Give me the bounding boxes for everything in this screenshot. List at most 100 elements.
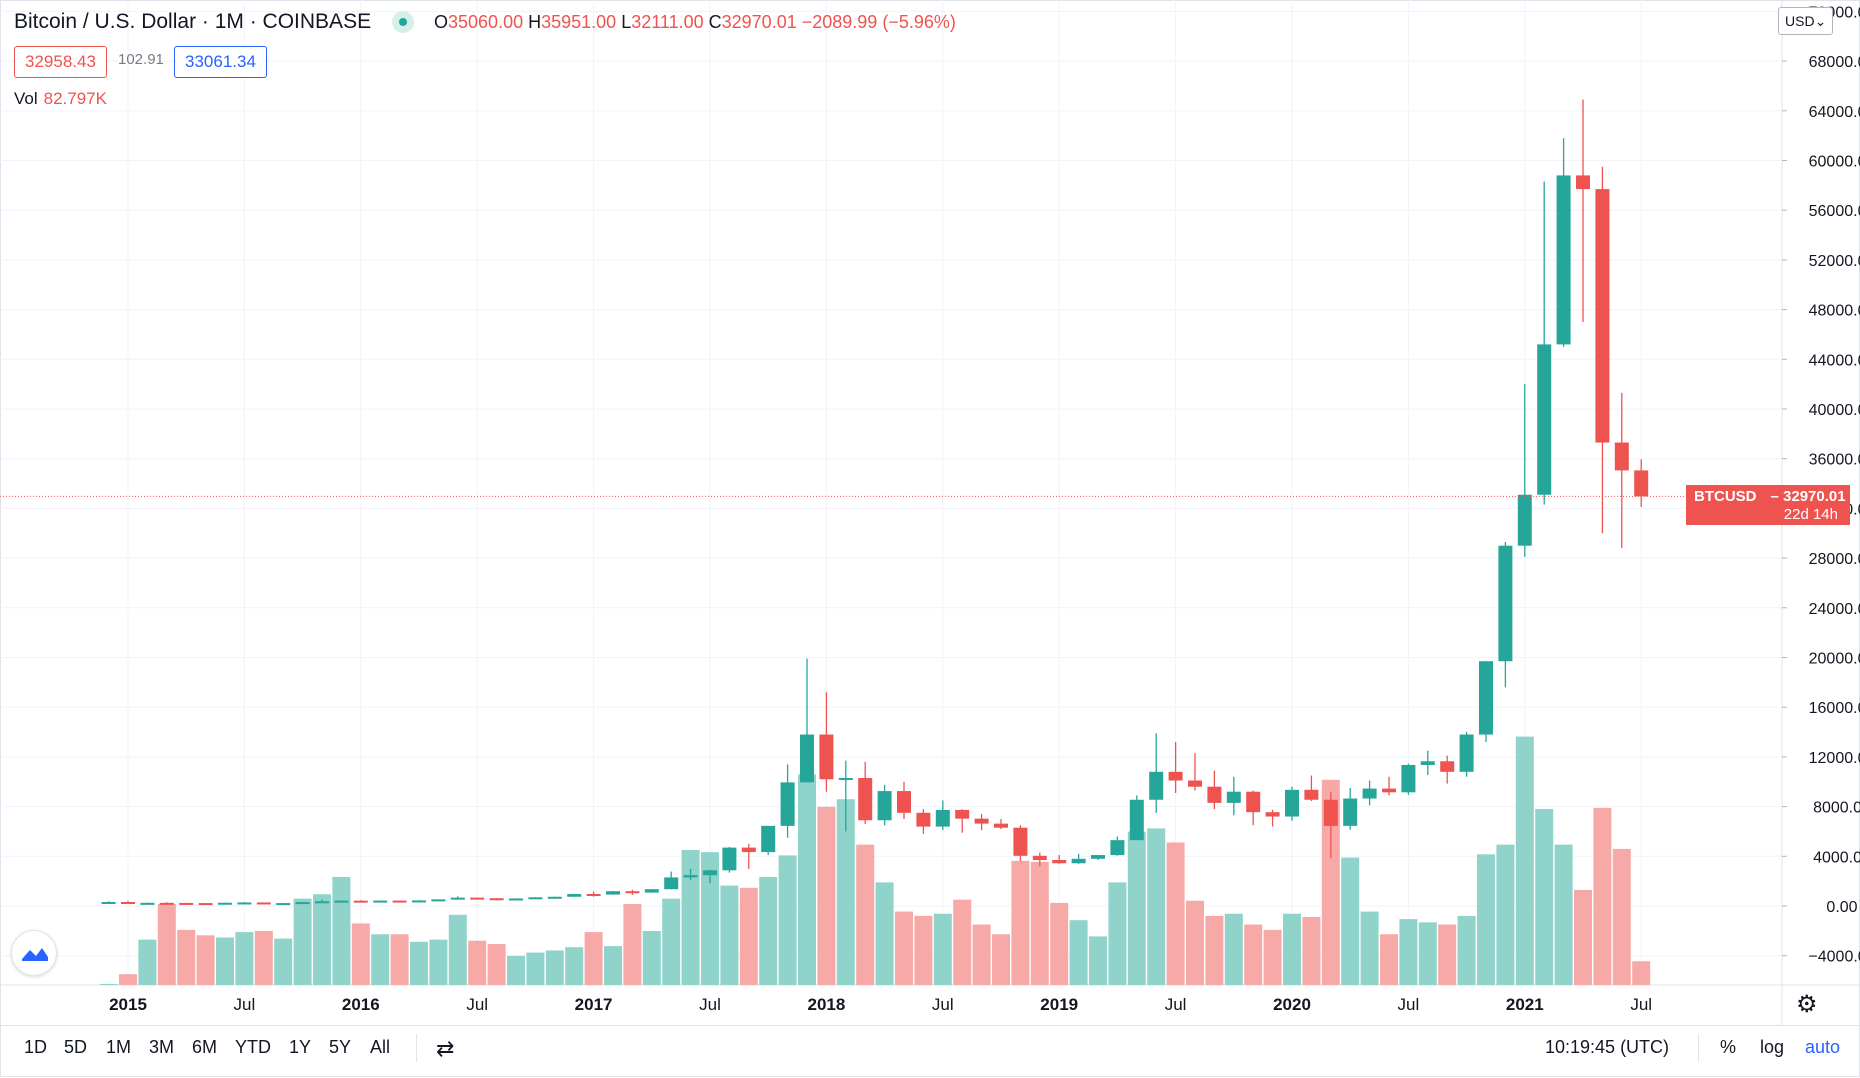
candle-body <box>256 902 271 905</box>
volume-bar <box>1360 911 1379 985</box>
buy-button[interactable]: 33061.34 <box>174 46 267 78</box>
volume-bar <box>545 950 564 985</box>
toolbar-divider <box>416 1034 417 1062</box>
auto-scale-toggle[interactable]: auto <box>1805 1037 1841 1057</box>
y-tick-label: 56000.00 <box>1809 203 1860 220</box>
range-3m-button[interactable]: 3M <box>149 1037 175 1057</box>
candle-body <box>353 900 368 903</box>
candle-body <box>1323 799 1338 826</box>
open-value: 35060.00 <box>448 12 524 32</box>
gear-icon[interactable]: ⚙ <box>1796 991 1818 1018</box>
range-1m-button[interactable]: 1M <box>106 1037 132 1057</box>
range-ytd-button[interactable]: YTD <box>235 1037 271 1057</box>
utc-clock[interactable]: 10:19:45 (UTC) <box>1545 1037 1670 1057</box>
candle-body <box>218 902 232 905</box>
volume-bar <box>604 946 622 985</box>
candle-body <box>1110 840 1125 856</box>
candle-body <box>1168 771 1183 781</box>
volume-bar <box>759 877 778 985</box>
volume-bar <box>138 939 157 985</box>
volume-bar <box>1554 844 1573 985</box>
volume-bar <box>642 931 661 985</box>
market-status-icon[interactable] <box>392 11 414 33</box>
percent-scale-toggle[interactable]: % <box>1720 1037 1737 1057</box>
volume-legend[interactable]: Vol 82.797K <box>14 89 107 109</box>
candle-body <box>1614 442 1629 471</box>
volume-bar <box>972 924 991 985</box>
volume-bar <box>1302 916 1321 985</box>
candle-body <box>780 782 795 826</box>
log-scale-toggle[interactable]: log <box>1760 1037 1785 1057</box>
candle-body <box>1265 812 1280 817</box>
candle-body <box>877 791 892 821</box>
candle-body <box>1149 771 1164 800</box>
compare-icon[interactable]: ⇄ <box>436 1036 455 1061</box>
bottom-toolbar <box>0 1025 1860 1078</box>
candle-body <box>606 891 620 895</box>
spread-value: 102.91 <box>118 51 164 68</box>
currency-label: USD <box>1785 13 1815 29</box>
volume-bar <box>410 941 428 985</box>
volume-bar <box>953 899 972 985</box>
symbol-title[interactable]: Bitcoin / U.S. Dollar · 1M · COINBASE <box>14 10 372 33</box>
x-tick-label: 2015 <box>109 995 147 1014</box>
candle-body <box>1188 780 1202 787</box>
volume-bar <box>778 855 797 985</box>
candle-body <box>761 825 776 853</box>
volume-bar <box>332 877 351 985</box>
range-5y-button[interactable]: 5Y <box>329 1037 352 1057</box>
currency-select[interactable]: USD⌄ <box>1778 7 1834 35</box>
candle-body <box>722 847 737 871</box>
volume-bar <box>216 937 234 985</box>
tradingview-logo-icon[interactable] <box>11 930 57 976</box>
candle-body <box>1459 734 1474 772</box>
candle-body <box>994 823 1008 828</box>
volume-bar <box>1283 913 1301 985</box>
candle-body <box>547 896 562 899</box>
range-1y-button[interactable]: 1Y <box>289 1037 312 1057</box>
volume-bar <box>157 904 176 985</box>
sell-button[interactable]: 32958.43 <box>14 46 107 78</box>
y-tick-label: 0.00 <box>1826 899 1857 916</box>
range-1d-button[interactable]: 1D <box>24 1037 48 1057</box>
candle-body <box>1052 860 1067 864</box>
x-tick-label: Jul <box>1630 995 1652 1014</box>
volume-bar <box>468 940 487 985</box>
x-tick-label: Jul <box>1398 995 1420 1014</box>
toolbar-divider <box>1698 1034 1699 1062</box>
time-axis: 2015 Jul 2016 Jul 2017 Jul 2018 Jul 2019 Jul 2020 J… <box>109 995 1652 1014</box>
x-tick-label: Jul <box>466 995 488 1014</box>
low-label: L <box>621 12 632 32</box>
price-tag-symbol: BTCUSD <box>1694 488 1757 505</box>
candle-body <box>1032 855 1047 861</box>
candle-body <box>373 900 388 903</box>
ohlc-readout: O35060.00 H35951.00 L32111.00 C32970.01 … <box>434 12 956 33</box>
candle-body <box>1246 791 1261 813</box>
candle-body <box>276 903 291 906</box>
volume-bar <box>1224 913 1243 985</box>
x-tick-label: 2016 <box>342 995 380 1014</box>
volume-bar <box>798 774 816 985</box>
volume-bar <box>1244 924 1263 985</box>
volume-bar <box>1263 929 1282 985</box>
candle-body <box>1576 175 1590 190</box>
volume-bar <box>293 898 312 985</box>
candle-body <box>1304 789 1319 800</box>
x-tick-label: 2021 <box>1506 995 1544 1014</box>
range-6m-button[interactable]: 6M <box>192 1037 218 1057</box>
volume-bar <box>914 915 933 985</box>
candle-body <box>450 897 465 900</box>
y-tick-label: 36000.00 <box>1809 452 1860 469</box>
volume-bar <box>1050 902 1069 985</box>
volume-bar <box>1108 882 1127 985</box>
candle-body <box>140 902 155 905</box>
candle-body <box>237 902 252 905</box>
range-all-button[interactable]: All <box>370 1037 391 1057</box>
candle-body <box>1382 788 1396 793</box>
range-5d-button[interactable]: 5D <box>64 1037 88 1057</box>
candle-body <box>489 898 504 901</box>
volume-bar <box>1089 936 1107 985</box>
volume-bar <box>196 935 215 985</box>
x-tick-label: 2017 <box>575 995 613 1014</box>
